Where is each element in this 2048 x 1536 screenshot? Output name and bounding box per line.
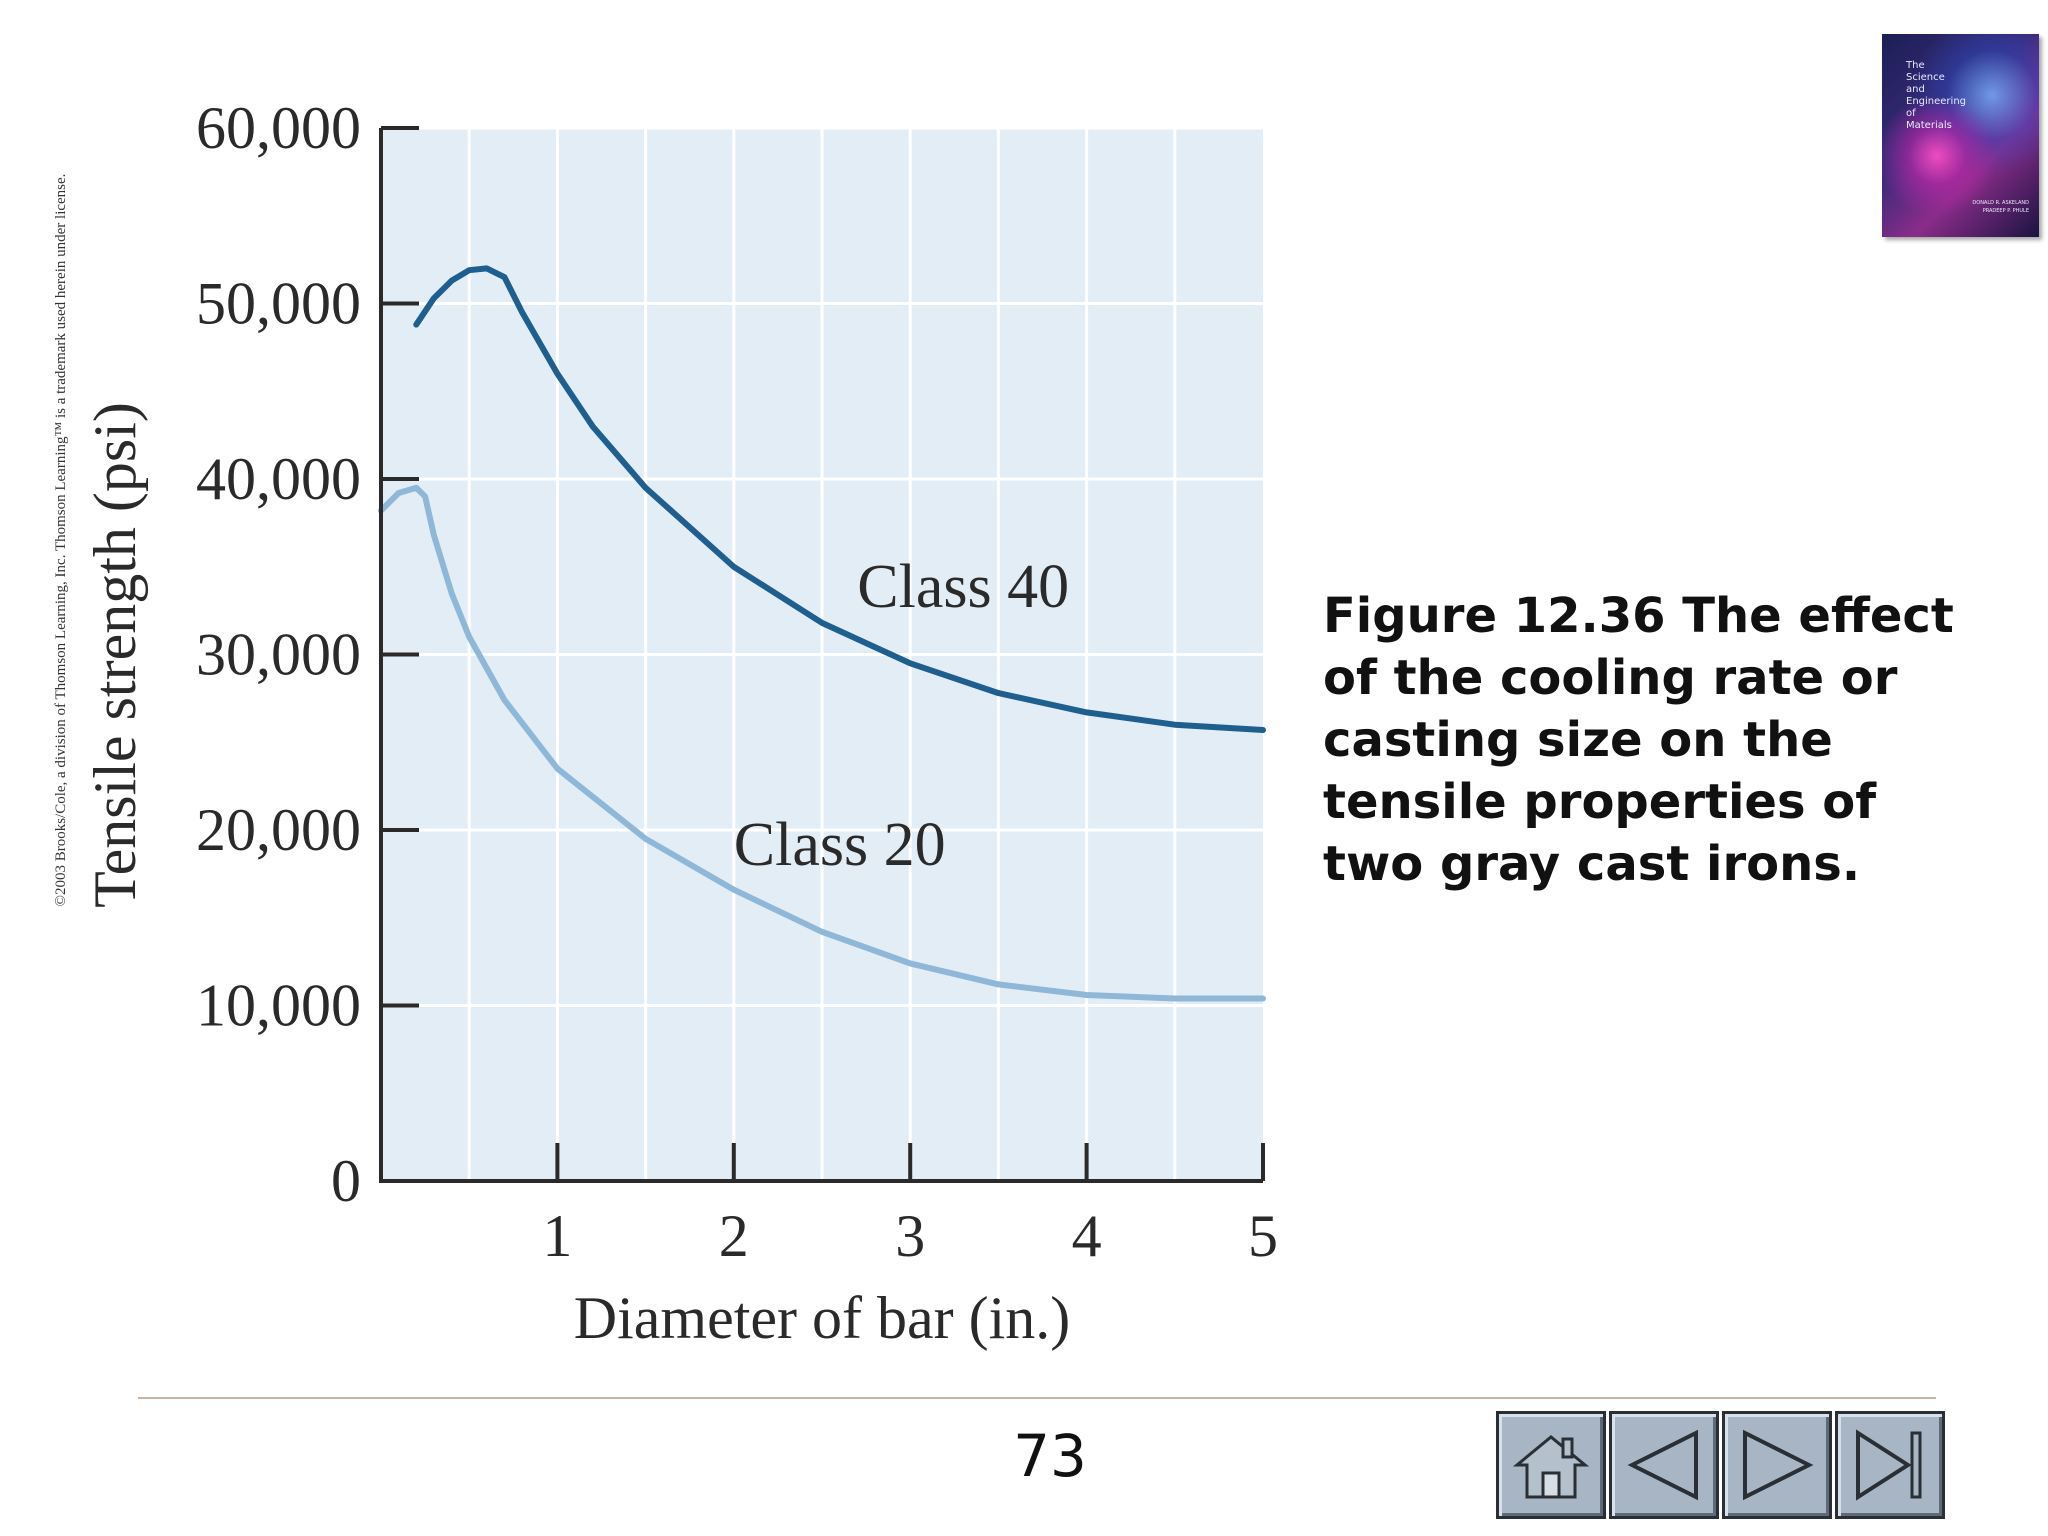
x-tick-label: 5: [1248, 1203, 1278, 1269]
book-cover-title-line: of: [1906, 108, 1916, 119]
home-icon: [1512, 1435, 1590, 1499]
next-button[interactable]: [1722, 1411, 1832, 1519]
y-tick-label: 10,000: [196, 973, 361, 1039]
series-line-class-20: [378, 484, 1266, 1002]
grid-lines: [381, 126, 1263, 1181]
x-tick-label: 3: [895, 1203, 925, 1269]
x-tick-label: 4: [1072, 1203, 1102, 1269]
book-cover-authors: DONALD R. ASKELAND PRADEEP P. PHULE: [1972, 199, 2029, 215]
book-cover-title-line: The: [1906, 60, 1925, 71]
slide-navigation: [1496, 1411, 1945, 1519]
home-button[interactable]: [1496, 1411, 1606, 1519]
triangle-right-icon: [1743, 1429, 1814, 1501]
x-tick-label: 2: [719, 1203, 749, 1269]
book-cover-title-line: Materials: [1906, 120, 1952, 131]
page-number: 73: [1013, 1422, 1087, 1490]
series-label-class-20: Class 20: [734, 811, 946, 879]
skip-end-icon: [1856, 1429, 1922, 1501]
y-tick-label: 20,000: [196, 797, 361, 863]
triangle-left-icon: [1627, 1429, 1698, 1501]
axes: [379, 126, 1265, 1183]
y-tick-label: 60,000: [196, 95, 361, 161]
x-axis-title: Diameter of bar (in.): [574, 1285, 1070, 1351]
book-cover-title-line: and: [1906, 84, 1925, 95]
x-tick-label: 1: [542, 1203, 572, 1269]
book-cover-thumbnail: The Science and Engineering of Materials DONA…: [1882, 34, 2039, 237]
y-tick-label: 30,000: [196, 622, 361, 688]
copyright-notice: ©2003 Brooks/Cole, a division of Thomson…: [53, 173, 69, 907]
tick-labels: 0 10,000 20,000 30,000 40,000 50,000 60,000 1 2 3…: [196, 95, 1278, 1269]
figure-caption: Figure 12.36 The effect of the cooling r…: [1323, 588, 1954, 892]
series-label-class-40: Class 40: [857, 553, 1069, 621]
footer-divider: [138, 1397, 1936, 1399]
y-axis-title: Tensile strength (psi): [82, 402, 148, 908]
y-tick-label: 40,000: [196, 446, 361, 512]
book-cover-author-2: PRADEEP P. PHULE: [1982, 208, 2029, 214]
y-tick-label: 50,000: [196, 271, 361, 337]
book-cover-title-line: Engineering: [1906, 96, 1966, 107]
previous-button[interactable]: [1609, 1411, 1719, 1519]
book-cover-author-1: DONALD R. ASKELAND: [1972, 200, 2029, 206]
last-button[interactable]: [1835, 1411, 1945, 1519]
book-cover-title-line: Science: [1906, 72, 1945, 83]
book-cover-title: The Science and Engineering of Materials: [1906, 60, 2026, 132]
y-tick-label: 0: [331, 1148, 361, 1214]
series-line-class-40: [413, 265, 1266, 733]
